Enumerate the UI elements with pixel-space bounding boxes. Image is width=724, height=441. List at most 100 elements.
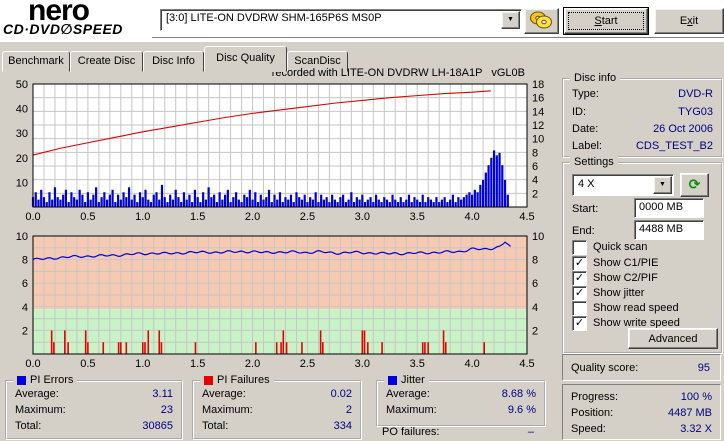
drive-select-value: [3:0] LITE-ON DVDRW SHM-165P6S MS0P xyxy=(166,12,382,24)
axis-tick-label: 4 xyxy=(532,175,538,187)
data-row: Progress: 100 % xyxy=(571,390,712,403)
tab-scandisc[interactable]: ScanDisc xyxy=(287,51,348,72)
axis-tick-label: 4.0 xyxy=(464,358,479,370)
disc-tray-button[interactable] xyxy=(524,8,559,34)
checkbox-show-jitter[interactable]: ✓ Show jitter xyxy=(572,285,644,301)
advanced-button[interactable]: Advanced xyxy=(628,328,718,349)
tab-create-disc[interactable]: Create Disc xyxy=(70,51,143,72)
quality-score-panel: Quality score: 95 xyxy=(562,354,721,381)
data-row: Total: 334 xyxy=(202,419,352,432)
data-row: Average: 3.11 xyxy=(15,387,173,400)
data-row: Maximum: 2 xyxy=(202,403,352,416)
axis-tick-label: 2.5 xyxy=(300,358,315,370)
axis-tick-label: 0.0 xyxy=(25,211,40,223)
axis-tick-label: 4.5 xyxy=(519,211,534,223)
axis-tick-label: 30 xyxy=(16,128,28,140)
checkbox-quick-scan[interactable]: Quick scan xyxy=(572,239,648,255)
refresh-button[interactable]: ⟳ xyxy=(680,173,709,197)
axis-tick-label: 2.0 xyxy=(245,211,260,223)
axis-tick-label: 14 xyxy=(532,106,544,118)
checked-checkbox-icon[interactable]: ✓ xyxy=(572,255,587,271)
jitter-legend: Jitter xyxy=(384,374,429,386)
jitter-group: Jitter Average: 8.68 % Maximum: 9.6 % xyxy=(376,374,546,427)
end-position-label: End: xyxy=(572,225,595,237)
axis-tick-label: 3.5 xyxy=(410,211,425,223)
checkbox-show-c1-pie[interactable]: ✓ Show C1/PIE xyxy=(572,255,659,271)
settings-group: Settings 4 X ▼ ⟳ Start: 0000 MB End: 448… xyxy=(562,156,723,354)
checkbox-show-write-speed[interactable]: ✓ Show write speed xyxy=(572,315,680,331)
checked-checkbox-icon[interactable]: ✓ xyxy=(572,285,587,301)
checkbox-label: Show C1/PIE xyxy=(593,257,659,269)
axis-tick-label: 0.5 xyxy=(80,211,95,223)
progress-panel: Progress: 100 % Position: 4487 MB Speed: 3.32… xyxy=(562,384,721,440)
axis-tick-label: 3.0 xyxy=(355,211,370,223)
disc-info-legend: Disc info xyxy=(570,72,621,84)
axis-tick-label: 50 xyxy=(16,79,28,91)
disc-info-group: Disc info Type: DVD-R ID: TYG03 Date: 26 Oct … xyxy=(562,72,723,158)
axis-tick-label: 40 xyxy=(16,104,28,116)
disc-info-rows: Type: DVD-R ID: TYG03 Date: 26 Oct 2006 Label:… xyxy=(564,80,721,156)
quality-score-value: 95 xyxy=(697,361,710,374)
checkbox-label: Show C2/PIF xyxy=(593,272,658,284)
scan-speed-combobox[interactable]: 4 X ▼ xyxy=(572,174,674,196)
nero-logo: nero xyxy=(28,0,90,27)
po-failures-row: PO failures: – xyxy=(382,426,534,438)
start-position-label: Start: xyxy=(572,203,599,215)
axis-tick-label: 12 xyxy=(532,120,544,132)
data-row: Maximum: 9.6 % xyxy=(386,403,536,416)
data-row: Type: DVD-R xyxy=(572,87,713,100)
axis-tick-label: 2 xyxy=(532,188,538,200)
axis-tick-label: 1.5 xyxy=(190,211,205,223)
start-position-input[interactable]: 0000 MB xyxy=(634,198,704,218)
tab-disc-quality[interactable]: Disc Quality xyxy=(204,46,287,72)
axis-tick-label: 8 xyxy=(532,147,538,159)
checkbox-show-read-speed[interactable]: Show read speed xyxy=(572,300,679,316)
scan-speed-value: 4 X xyxy=(578,178,595,190)
checkbox-label: Show read speed xyxy=(593,302,679,314)
pi-errors-legend: PI Errors xyxy=(13,374,78,386)
axis-tick-label: 4.5 xyxy=(519,358,534,370)
axis-tick-label: 0.5 xyxy=(80,358,95,370)
axis-tick-label: 16 xyxy=(532,93,544,105)
checkbox-label: Show write speed xyxy=(593,317,680,329)
data-row: Maximum: 23 xyxy=(15,403,173,416)
checkbox-label: Quick scan xyxy=(593,241,648,253)
progress-rows: Progress: 100 % Position: 4487 MB Speed: 3.32… xyxy=(563,385,720,439)
quality-score-label: Quality score: xyxy=(571,361,639,374)
axis-tick-label: 2.5 xyxy=(300,211,315,223)
checkbox-show-c2-pif[interactable]: ✓ Show C2/PIF xyxy=(572,270,658,286)
data-row: ID: TYG03 xyxy=(572,105,713,118)
checked-checkbox-icon[interactable]: ✓ xyxy=(572,315,587,331)
focus-rectangle xyxy=(568,12,644,30)
tab-benchmark[interactable]: Benchmark xyxy=(2,51,70,72)
unchecked-checkbox-icon[interactable] xyxy=(572,300,587,316)
chevron-down-icon[interactable]: ▼ xyxy=(653,176,672,194)
pi-failures-rows: Average: 0.02 Maximum: 2 Total: 334 xyxy=(194,382,360,438)
axis-tick-label: 8 xyxy=(22,255,28,267)
drive-select-combobox[interactable]: [3:0] LITE-ON DVDRW SHM-165P6S MS0P ▼ xyxy=(160,9,522,31)
axis-tick-label: 18 xyxy=(532,79,544,91)
blue-square-icon xyxy=(388,375,397,385)
axis-tick-label: 1.5 xyxy=(190,358,205,370)
jitter-rows: Average: 8.68 % Maximum: 9.6 % xyxy=(378,382,544,425)
axis-tick-label: 2 xyxy=(22,325,28,337)
axis-tick-label: 3.5 xyxy=(410,358,425,370)
unchecked-checkbox-icon[interactable] xyxy=(572,239,587,255)
chevron-down-icon[interactable]: ▼ xyxy=(501,11,520,29)
data-row: Total: 30865 xyxy=(15,419,173,432)
axis-tick-label: 4 xyxy=(532,302,538,314)
axis-tick-label: 10 xyxy=(16,231,28,243)
axis-tick-label: 20 xyxy=(16,153,28,165)
header-bar: nero CD·DVD∅SPEED [3:0] LITE-ON DVDRW SH… xyxy=(0,0,724,42)
chart-title: recorded with LITE-ON DVDRW LH-18A1P vGL… xyxy=(271,67,525,79)
data-row: Speed: 3.32 X xyxy=(571,422,712,435)
checked-checkbox-icon[interactable]: ✓ xyxy=(572,270,587,286)
axis-tick-label: 1.0 xyxy=(135,211,150,223)
blue-square-icon xyxy=(17,375,26,385)
end-position-input[interactable]: 4488 MB xyxy=(634,220,704,240)
tab-disc-info[interactable]: Disc Info xyxy=(143,51,204,72)
